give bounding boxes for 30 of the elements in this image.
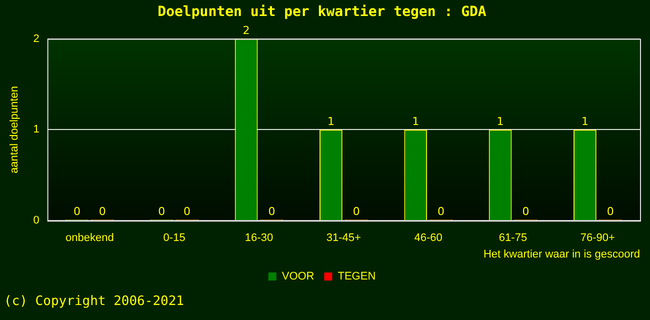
x-tick-label: 76-90+ <box>580 232 615 244</box>
data-label: 0 <box>98 204 106 218</box>
data-label: 0 <box>268 204 276 218</box>
data-label: 0 <box>352 204 360 218</box>
x-tick-label: 31-45+ <box>326 232 361 244</box>
legend-label: VOOR <box>282 270 314 283</box>
y-tick-label: 1 <box>33 124 40 136</box>
data-label: 0 <box>184 204 191 218</box>
x-tick-label: 46-60 <box>414 232 442 244</box>
data-label: 1 <box>496 115 504 128</box>
data-label: 0 <box>438 204 445 218</box>
data-label: 0 <box>158 204 166 218</box>
data-label: 1 <box>581 115 588 128</box>
text: (c) Copyright 2006-2021 <box>3 293 186 311</box>
data-label: 0 <box>606 204 614 218</box>
x-tick-label: 61-75 <box>498 232 528 244</box>
y-tick-label: 2 <box>33 32 40 45</box>
chart-title: Doelpunten uit per kwartier tegen : GDA <box>158 4 487 20</box>
y-tick-label: 0 <box>33 214 40 227</box>
data-label: 2 <box>242 24 250 38</box>
data-label: 1 <box>412 115 420 128</box>
data-label: 1 <box>327 115 334 128</box>
x-tick-label: 16-30 <box>244 232 274 244</box>
x-tick-label: onbekend <box>65 232 114 244</box>
x-tick-label: 0-15 <box>163 232 186 244</box>
data-label: 0 <box>522 204 530 218</box>
x-axis-title: Het kwartier waar in is gescoord <box>483 248 640 260</box>
y-axis-title: aantal doelpunten <box>8 86 21 174</box>
data-label: 0 <box>73 204 80 218</box>
legend-label: TEGEN <box>338 270 376 283</box>
